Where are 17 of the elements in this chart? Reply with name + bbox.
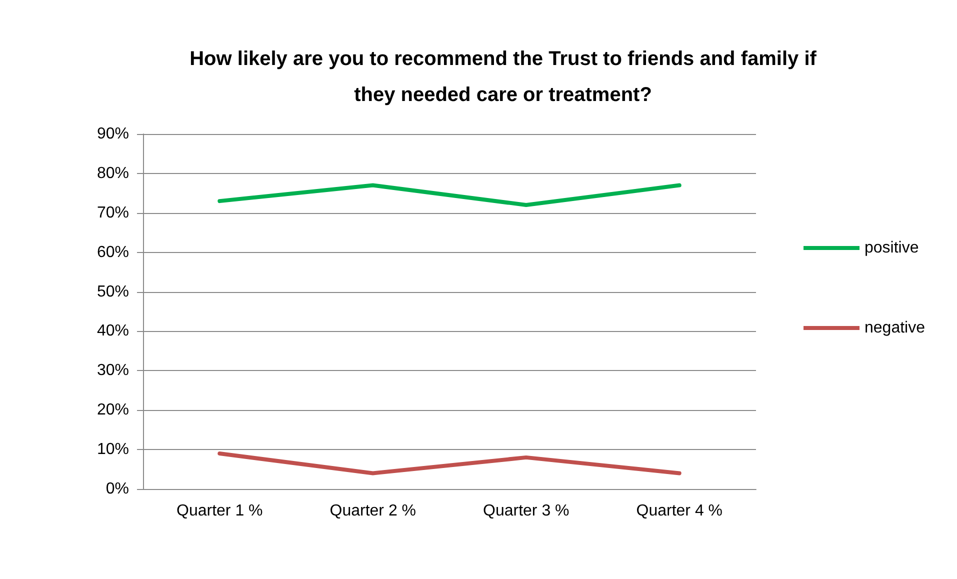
y-tick-label: 0% bbox=[106, 480, 129, 498]
y-tick-label: 40% bbox=[96, 322, 129, 340]
y-tick-label: 50% bbox=[96, 283, 129, 300]
y-tick-label: 30% bbox=[96, 362, 129, 380]
y-tick-label: 80% bbox=[96, 164, 129, 182]
x-tick-label: Quarter 4 % bbox=[636, 502, 723, 520]
legend-label: negative bbox=[864, 320, 926, 336]
y-tick-label: 90% bbox=[96, 126, 129, 142]
y-tick-label: 10% bbox=[96, 441, 129, 458]
y-tick-label: 70% bbox=[96, 204, 129, 222]
chart-title: How likely are you to recommend the Trust to friends and family if they needed care or treatment? bbox=[190, 48, 817, 106]
x-tick-label: Quarter 2 % bbox=[330, 502, 416, 520]
y-tick-label: 20% bbox=[96, 402, 129, 419]
x-tick-label: Quarter 3 % bbox=[482, 502, 570, 520]
legend-label: positive bbox=[864, 240, 919, 256]
y-tick-label: 60% bbox=[96, 244, 129, 261]
x-tick-label: Quarter 1 % bbox=[176, 502, 263, 520]
